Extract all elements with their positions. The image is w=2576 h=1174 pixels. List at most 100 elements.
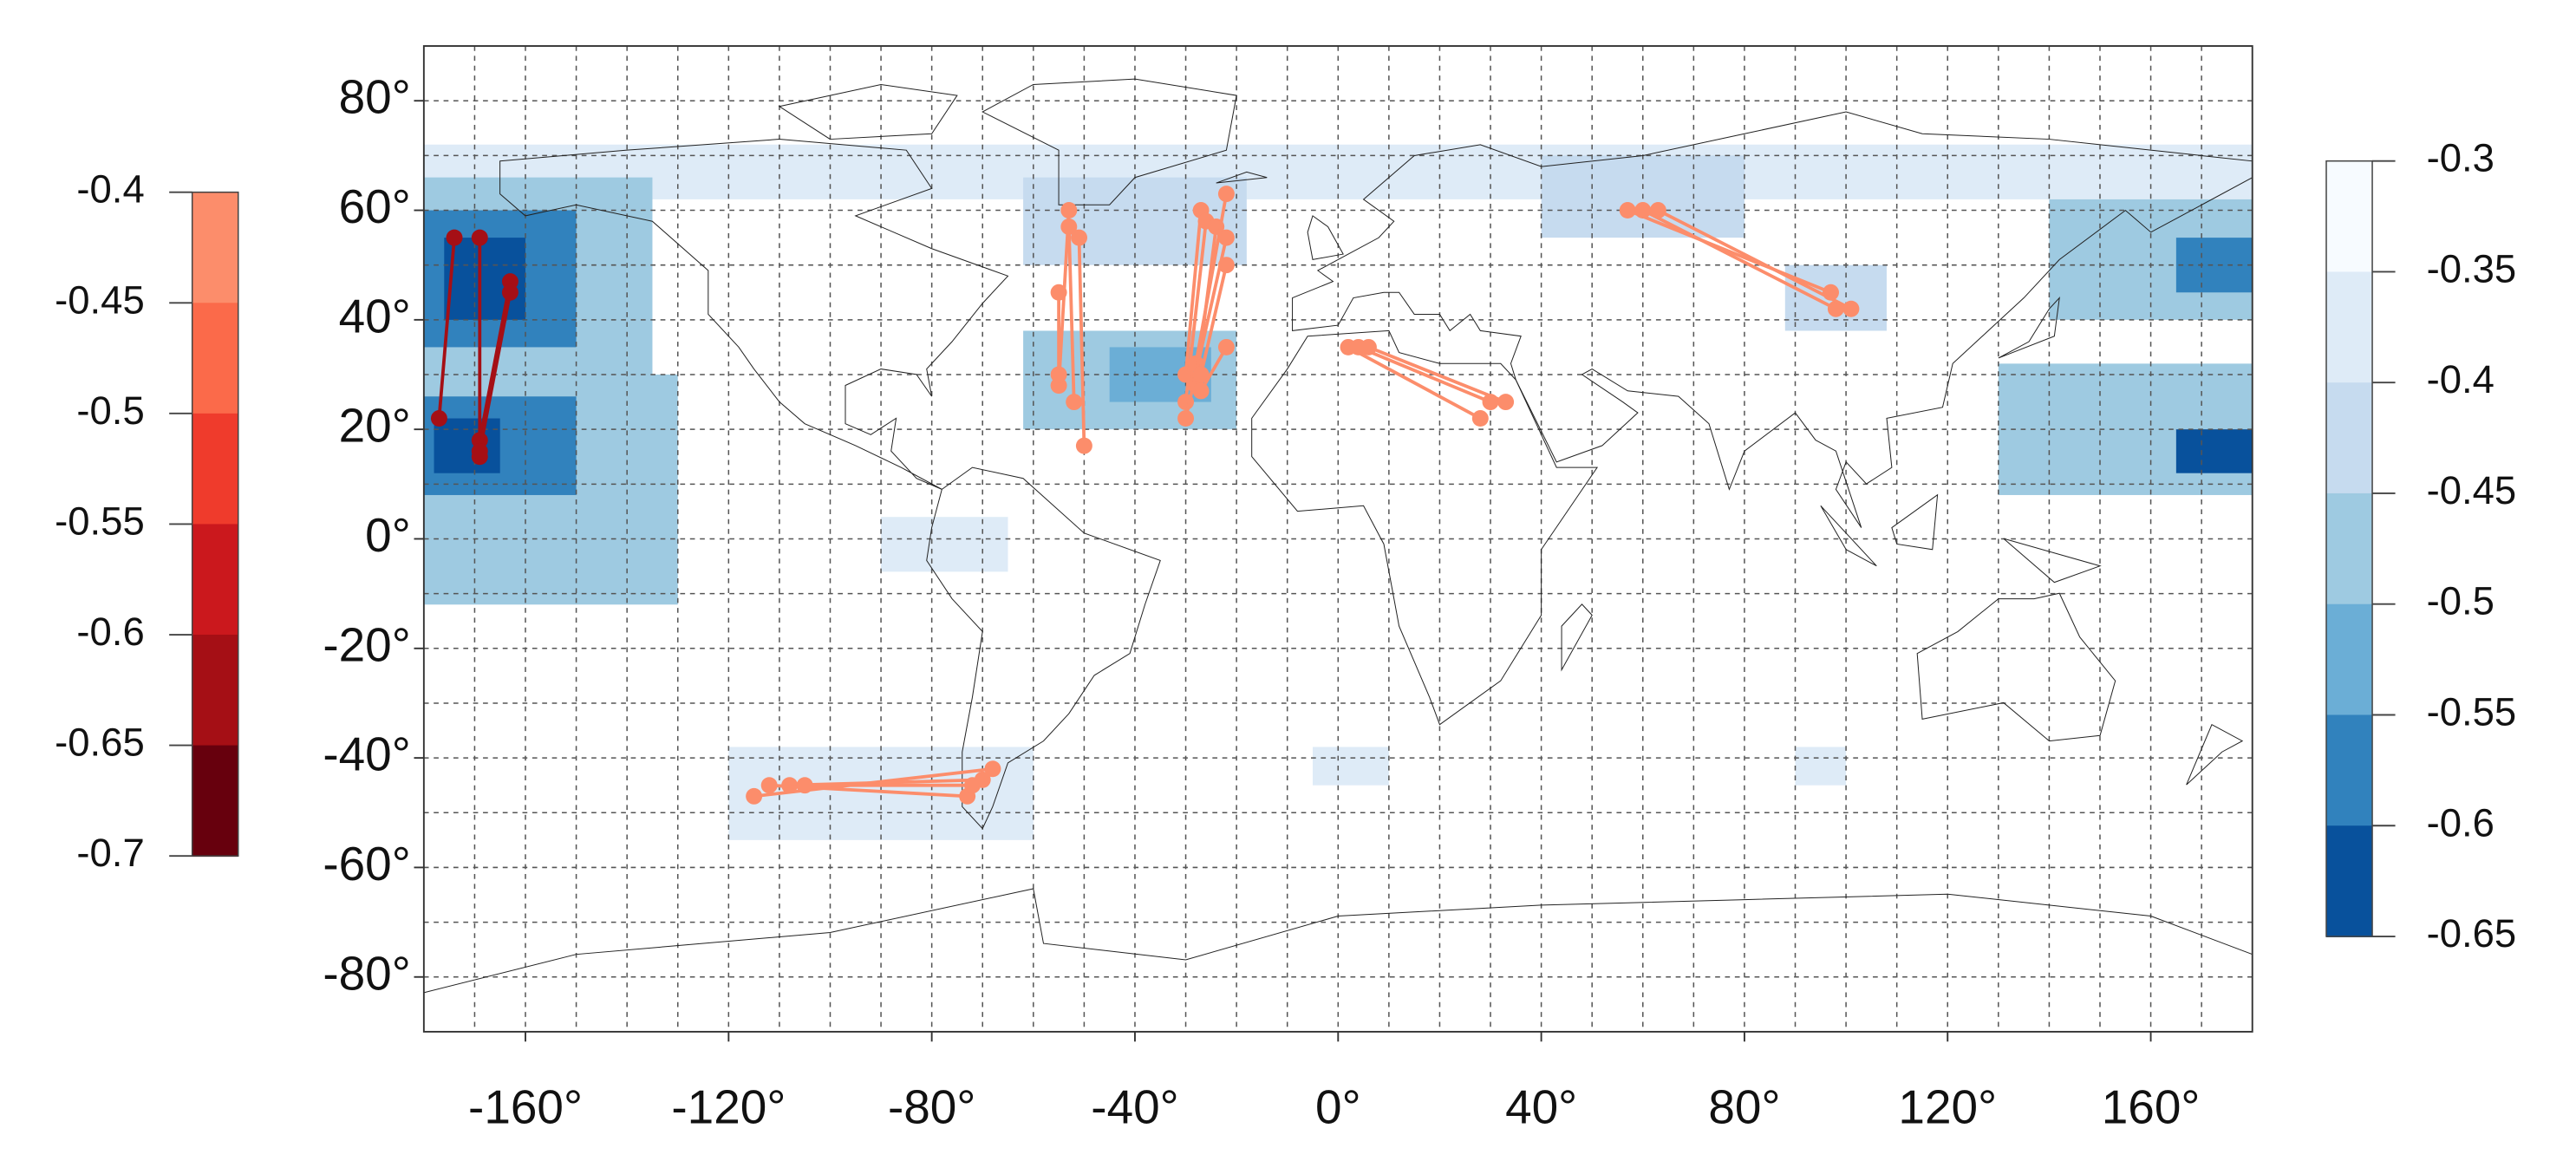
colorbar-label: -0.7 xyxy=(76,831,144,875)
y-tick-label: 0° xyxy=(365,508,411,562)
link-end xyxy=(1497,394,1515,411)
coastline xyxy=(982,79,1236,205)
link-end xyxy=(1619,202,1636,219)
colorbar-label: -0.6 xyxy=(2427,800,2494,845)
colorbar-segment xyxy=(192,413,238,525)
link xyxy=(1347,345,1482,421)
coastline xyxy=(927,467,1160,828)
link xyxy=(1357,345,1491,404)
link-end xyxy=(964,777,981,794)
coastline xyxy=(1293,112,2253,528)
colorbar-segment xyxy=(2325,492,2373,605)
link xyxy=(1184,220,1208,402)
field-cell xyxy=(1313,747,1389,786)
y-tick-label: -60° xyxy=(323,837,410,890)
link-end xyxy=(1050,366,1067,383)
coastlines xyxy=(424,79,2253,993)
link-end xyxy=(1471,410,1489,427)
link xyxy=(437,237,456,419)
link-end xyxy=(1217,186,1235,203)
link-end xyxy=(1360,338,1377,355)
y-tick-label: 60° xyxy=(339,179,411,233)
axes: -160° -120° -80° -40° 0° 40° 80° 120° 160° -80° -6… xyxy=(323,70,2200,1134)
link xyxy=(1184,210,1203,375)
y-tick-label: -20° xyxy=(323,617,410,671)
field-cell xyxy=(2175,429,2253,473)
x-tick-label: 40° xyxy=(1505,1079,1577,1133)
link-end xyxy=(1217,338,1235,355)
link-end xyxy=(984,760,1001,778)
link xyxy=(478,281,512,441)
field-cell xyxy=(423,144,2253,199)
field-cell xyxy=(1998,363,2253,495)
colorbar-label: -0.5 xyxy=(2427,579,2494,623)
link-end xyxy=(1060,202,1078,219)
link-end xyxy=(471,442,488,460)
y-tick-label: 80° xyxy=(339,70,411,124)
x-tick-label: 0° xyxy=(1315,1079,1361,1133)
y-tick-label: 20° xyxy=(339,399,411,453)
link-end xyxy=(1050,284,1067,301)
colorbar-frame xyxy=(2325,160,2373,937)
coastline xyxy=(1917,593,2115,740)
link xyxy=(1066,226,1076,402)
link-end xyxy=(471,229,488,246)
y-tick-label: -80° xyxy=(323,946,410,1000)
link-end xyxy=(1649,202,1666,219)
link-end xyxy=(1060,218,1078,235)
colorbar-label: -0.55 xyxy=(2427,690,2517,734)
link-end xyxy=(1071,229,1088,246)
colorbar-segment xyxy=(192,192,238,304)
link xyxy=(1194,193,1229,364)
link-end xyxy=(1177,410,1195,427)
link xyxy=(1657,208,1852,310)
colorbar-segment xyxy=(192,635,238,747)
link-end xyxy=(446,229,463,246)
colorbar-segment xyxy=(2325,382,2373,494)
link-end xyxy=(1192,366,1210,383)
coastline xyxy=(779,84,957,139)
colorbar-label: -0.4 xyxy=(76,167,144,212)
link xyxy=(1367,345,1507,404)
colorbar-label: -0.55 xyxy=(55,499,145,543)
coastline xyxy=(424,889,2253,993)
colorbar-segment xyxy=(192,303,238,414)
link-end xyxy=(1192,382,1210,400)
colorbar-label: -0.45 xyxy=(2427,468,2517,512)
link-end xyxy=(430,410,447,427)
link-end xyxy=(501,284,518,301)
coastline xyxy=(500,140,1008,490)
colorbar-label: -0.3 xyxy=(2427,136,2494,180)
link-end xyxy=(746,787,763,805)
colorbar-segment xyxy=(192,524,238,636)
x-tick-label: -120° xyxy=(671,1079,786,1133)
field-cell xyxy=(1795,747,1847,786)
link-end xyxy=(1842,300,1860,317)
link-end xyxy=(1634,202,1652,219)
link-end xyxy=(796,777,813,794)
link-end xyxy=(1217,257,1235,274)
x-tick-label: 160° xyxy=(2102,1079,2201,1133)
x-tick-label: 120° xyxy=(1898,1079,1997,1133)
coastline xyxy=(1252,330,1597,724)
colorbar-label: -0.65 xyxy=(55,721,145,765)
colorbar-segment xyxy=(2325,603,2373,716)
link xyxy=(1077,238,1086,447)
link-end xyxy=(1075,437,1092,454)
x-tick-label: -160° xyxy=(468,1079,583,1133)
link xyxy=(1641,208,1837,310)
link-layer xyxy=(430,186,1860,805)
link-end xyxy=(760,777,778,794)
x-tick-label: 80° xyxy=(1708,1079,1780,1133)
link xyxy=(478,291,512,452)
colorbar-label: -0.4 xyxy=(2427,357,2494,401)
y-tick-label: 40° xyxy=(339,289,411,342)
colorbar-segment xyxy=(2325,714,2373,827)
link xyxy=(1199,346,1229,392)
colorbar-label: -0.35 xyxy=(2427,246,2517,290)
colorbar-segment xyxy=(2325,825,2373,937)
coastline xyxy=(1216,172,2242,785)
x-tick-label: -80° xyxy=(888,1079,975,1133)
field-layer xyxy=(423,144,2253,840)
